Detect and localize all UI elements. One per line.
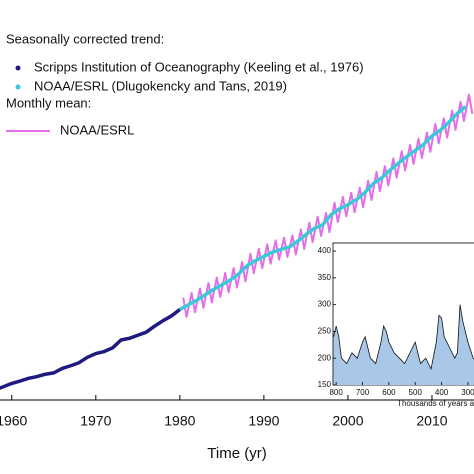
legend-label: Scripps Institution of Oceanography (Kee… — [34, 59, 364, 74]
series-line — [0, 308, 181, 390]
legend-heading: Monthly mean: — [6, 95, 91, 110]
x-tick-label: 2000 — [332, 413, 363, 429]
area-line — [333, 304, 474, 371]
y-tick-label: 400 — [318, 246, 332, 255]
x-tick-label: 400 — [435, 388, 449, 397]
x-tick-label: 600 — [382, 388, 396, 397]
x-tick-label: 300 — [461, 388, 474, 397]
x-tick-label: 500 — [409, 388, 423, 397]
y-tick-label: 150 — [318, 380, 332, 389]
x-axis-label: Thousands of years ago — [397, 399, 474, 408]
x-tick-label: 800 — [329, 388, 343, 397]
y-tick-label: 350 — [318, 273, 332, 282]
y-tick-label: 250 — [318, 327, 332, 336]
y-tick-label: 300 — [318, 300, 332, 309]
x-tick-label: 1960 — [0, 413, 28, 429]
series-line — [178, 105, 467, 312]
legend-label: NOAA/ESRL — [60, 122, 134, 137]
x-tick-label: 1990 — [248, 413, 279, 429]
legend-marker — [15, 84, 21, 90]
legend-marker — [15, 65, 21, 71]
x-tick-label: 2010 — [416, 413, 447, 429]
legend-heading: Seasonally corrected trend: — [6, 31, 164, 46]
x-axis-label: Time (yr) — [207, 445, 266, 462]
legend-label: NOAA/ESRL (Dlugokencky and Tans, 2019) — [34, 78, 287, 93]
y-tick-label: 200 — [318, 353, 332, 362]
area-fill — [333, 304, 474, 385]
x-tick-label: 1970 — [80, 413, 111, 429]
x-tick-label: 700 — [356, 388, 370, 397]
x-tick-label: 1980 — [164, 413, 195, 429]
